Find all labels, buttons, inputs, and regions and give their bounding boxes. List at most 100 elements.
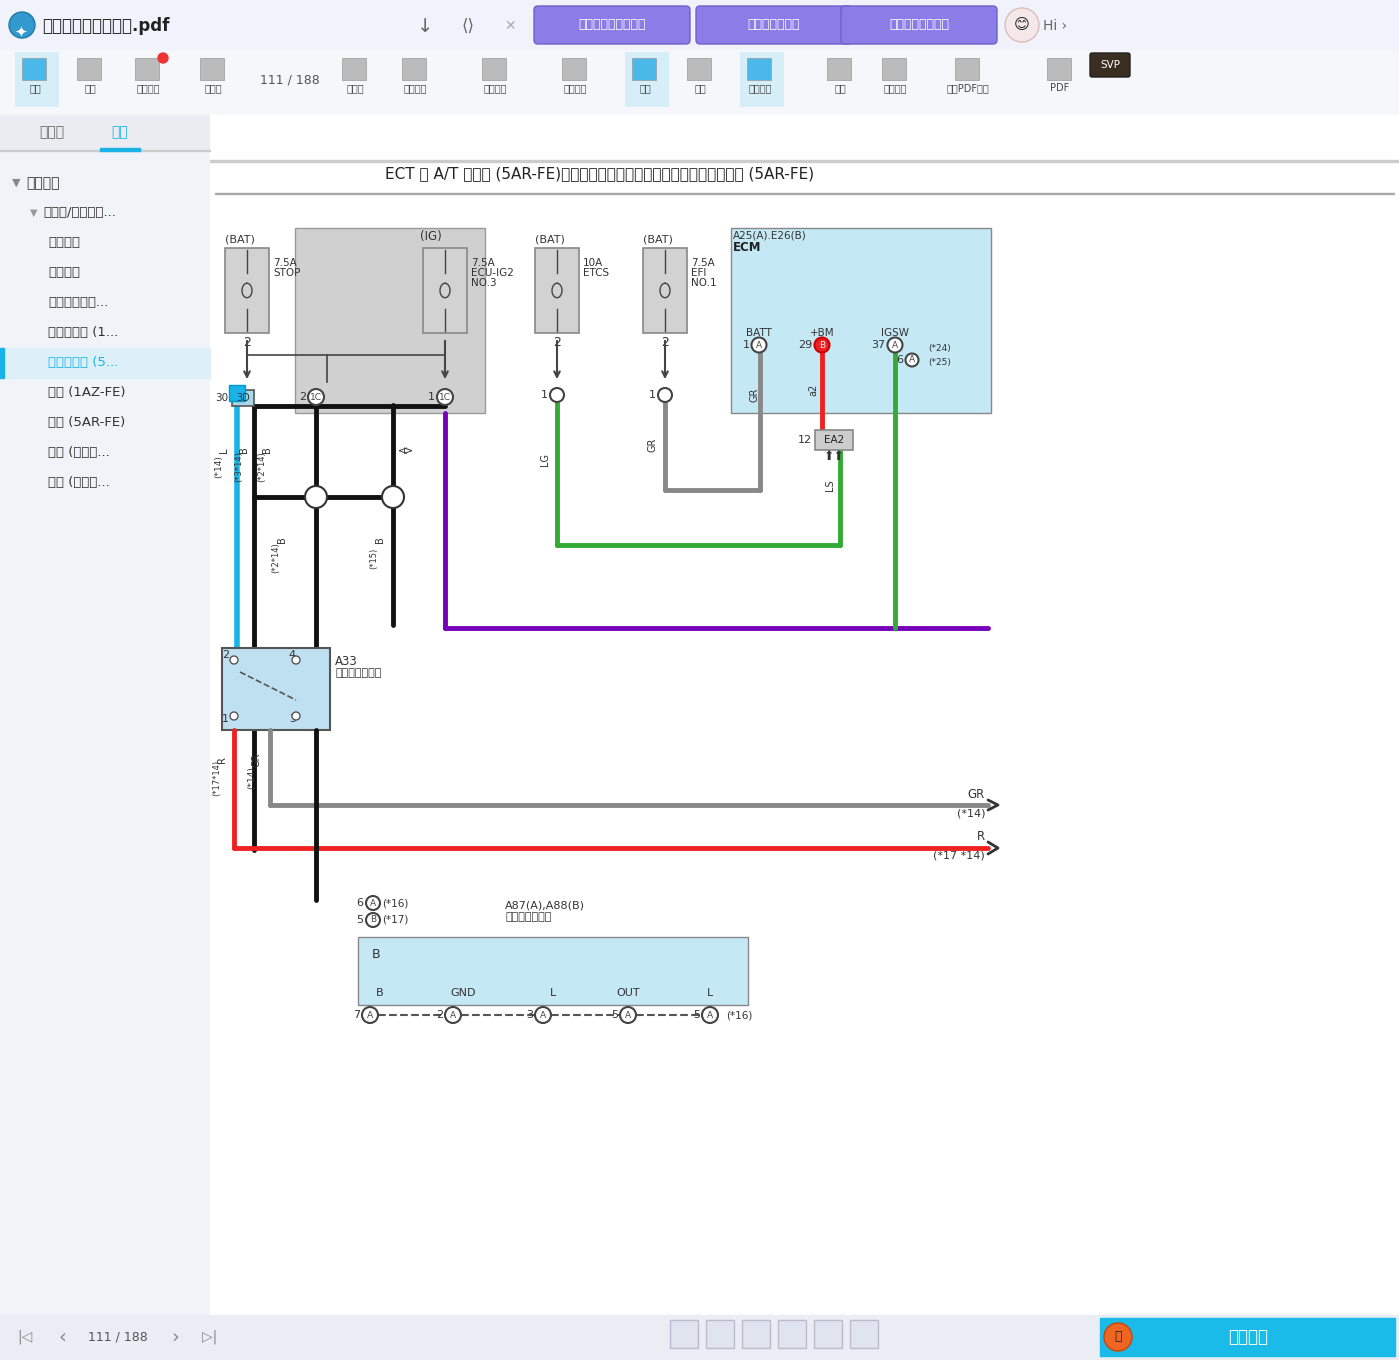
Text: IGSW: IGSW (881, 328, 909, 339)
Circle shape (382, 486, 404, 509)
Text: 4: 4 (288, 650, 297, 660)
Text: GR: GR (648, 438, 658, 452)
Text: OUT: OUT (616, 987, 639, 998)
Text: 111 / 188: 111 / 188 (260, 73, 320, 87)
Text: ↓: ↓ (417, 16, 434, 35)
Text: (*2*14): (*2*14) (257, 452, 266, 483)
FancyBboxPatch shape (695, 5, 852, 44)
Bar (134, 58, 159, 80)
Bar (0, 0, 1399, 50)
Text: 帮我清理网盘文件: 帮我清理网盘文件 (888, 19, 949, 31)
Text: 帮我写个短视频脚本: 帮我写个短视频脚本 (578, 19, 646, 31)
Text: BATT: BATT (746, 328, 772, 339)
Text: ECT 和 A/T 指示灯 (5AR-FE)，巡航控制，动态雷达巡航控制，发动机控制 (5AR-FE): ECT 和 A/T 指示灯 (5AR-FE)，巡航控制，动态雷达巡航控制，发动机… (386, 166, 814, 181)
Text: 上一页: 上一页 (204, 83, 222, 92)
Text: 3: 3 (526, 1010, 533, 1020)
Text: A: A (540, 1010, 546, 1020)
Text: Hi ›: Hi › (1044, 19, 1067, 33)
Bar (670, 1321, 698, 1348)
Text: 目录: 目录 (112, 125, 129, 139)
Circle shape (658, 388, 672, 403)
Bar (295, 228, 485, 413)
Bar (0, 348, 210, 378)
Text: 1: 1 (541, 390, 548, 400)
Bar (741, 1321, 769, 1348)
Text: A: A (369, 899, 376, 907)
Bar (15, 52, 59, 107)
Bar (0, 116, 210, 150)
Text: 发动机/混合动力...: 发动机/混合动力... (43, 207, 116, 219)
Text: (*3*14): (*3*14) (235, 452, 243, 483)
Bar (0, 348, 4, 378)
Text: ⟨⟩: ⟨⟩ (462, 18, 474, 35)
Bar (814, 1321, 842, 1348)
Text: L: L (706, 987, 713, 998)
Text: ‹: ‹ (59, 1327, 66, 1346)
Text: V: V (404, 446, 416, 453)
Text: (*2*14): (*2*14) (271, 543, 281, 574)
Bar (778, 1321, 806, 1348)
Text: 1C: 1C (311, 393, 322, 401)
Text: A33: A33 (334, 656, 358, 668)
Bar (402, 58, 427, 80)
Text: 单页: 单页 (639, 83, 651, 92)
Text: B: B (262, 446, 271, 453)
Text: 1: 1 (222, 714, 229, 724)
Text: A: A (909, 355, 915, 364)
Circle shape (550, 388, 564, 403)
Text: 2: 2 (436, 1010, 443, 1020)
Text: B: B (239, 446, 249, 453)
Text: B: B (369, 915, 376, 925)
Bar (200, 58, 224, 80)
Circle shape (751, 337, 767, 352)
Bar (851, 1321, 879, 1348)
Text: 冷却风扇: 冷却风扇 (48, 237, 80, 249)
Text: 5: 5 (355, 915, 362, 925)
Text: SVP: SVP (1100, 60, 1121, 69)
Text: 线上打印: 线上打印 (136, 83, 159, 92)
Text: 发动机控制 (1...: 发动机控制 (1... (48, 326, 119, 340)
Text: ETCS: ETCS (583, 268, 609, 277)
Text: ECU-IG2: ECU-IG2 (471, 268, 513, 277)
Bar (232, 390, 255, 407)
Text: 3: 3 (290, 714, 297, 724)
Circle shape (620, 1006, 637, 1023)
Bar (0, 1315, 1399, 1360)
Bar (229, 385, 245, 401)
Circle shape (367, 913, 381, 928)
Text: B: B (372, 948, 381, 962)
Text: A: A (367, 1010, 374, 1020)
Text: LS: LS (825, 479, 835, 491)
Text: (*16): (*16) (726, 1010, 753, 1020)
Bar (0, 50, 1399, 116)
Text: A: A (893, 340, 898, 350)
Text: ✦: ✦ (14, 24, 27, 39)
Bar (422, 248, 467, 333)
Circle shape (887, 337, 902, 352)
Text: 起动 (带智能...: 起动 (带智能... (48, 446, 109, 460)
Circle shape (534, 1006, 551, 1023)
Circle shape (445, 1006, 462, 1023)
Text: ›: › (171, 1327, 179, 1346)
Text: L: L (550, 987, 557, 998)
Text: 系统电路: 系统电路 (27, 175, 60, 190)
Text: (BAT): (BAT) (644, 235, 673, 245)
Text: 🔧: 🔧 (1114, 1330, 1122, 1344)
Text: 适合页面: 适合页面 (564, 83, 586, 92)
Bar (341, 58, 367, 80)
Circle shape (702, 1006, 718, 1023)
Text: A25(A).E26(B): A25(A).E26(B) (733, 230, 807, 239)
Bar (22, 58, 46, 80)
Text: 汽修帮手: 汽修帮手 (1228, 1327, 1267, 1346)
Text: 6: 6 (355, 898, 362, 908)
Circle shape (814, 337, 830, 352)
Text: B: B (376, 987, 383, 998)
Text: GR: GR (748, 388, 760, 403)
Bar (706, 1321, 734, 1348)
Text: 5: 5 (611, 1010, 618, 1020)
Circle shape (229, 656, 238, 664)
Text: 起动 (不带智...: 起动 (不带智... (48, 476, 109, 490)
Text: (*17 *14): (*17 *14) (933, 850, 985, 860)
Text: ⬆⬆: ⬆⬆ (824, 450, 845, 462)
Text: 7.5A: 7.5A (471, 258, 495, 268)
